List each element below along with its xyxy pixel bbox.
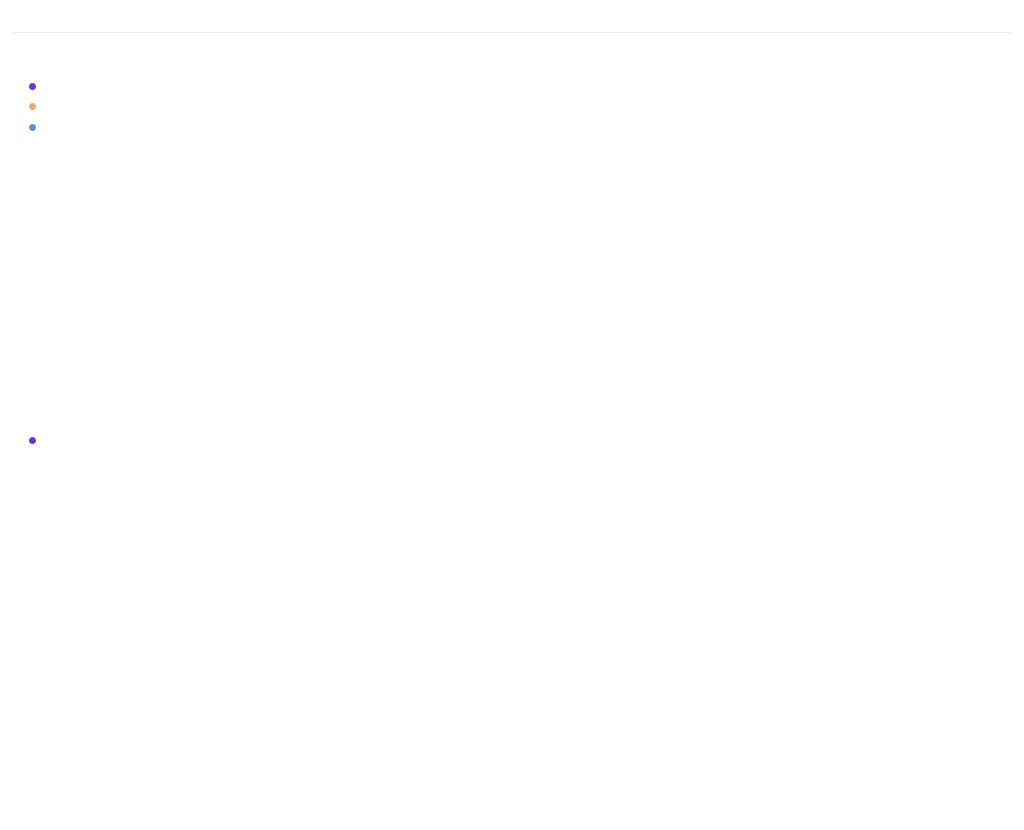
legend-dot-dow (29, 124, 36, 131)
legend-dot-sp500 (29, 103, 36, 110)
title-divider (12, 32, 1012, 33)
legend-dot-vix (29, 437, 36, 444)
legend-dot-nasdaq (29, 83, 36, 90)
